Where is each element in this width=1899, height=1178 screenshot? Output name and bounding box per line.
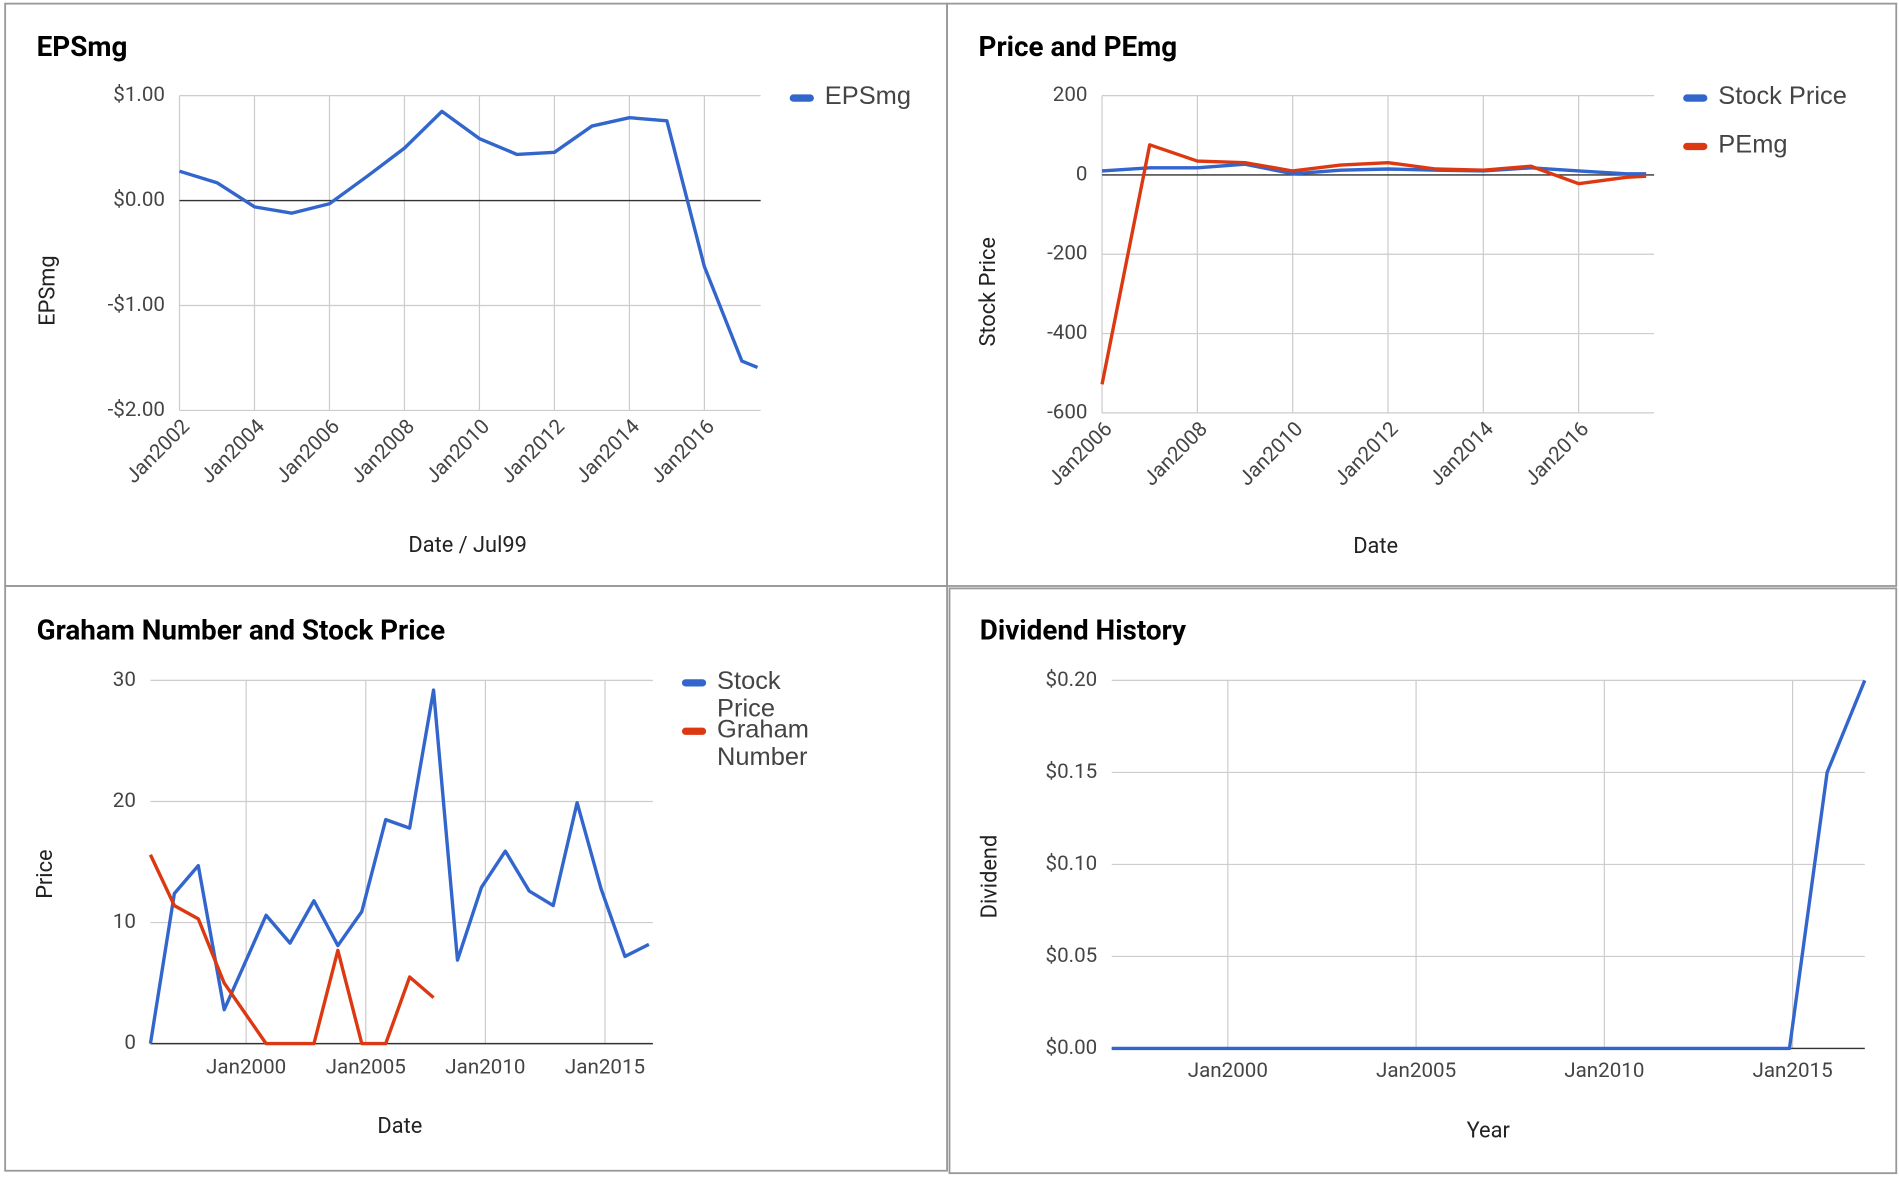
y-tick-label: $0.10 (1046, 852, 1098, 876)
legend-item: Graham Number (717, 715, 809, 772)
y-tick-label: 10 (113, 910, 136, 934)
legend-label: PEmg (1718, 130, 1788, 159)
series-line (148, 688, 650, 1044)
y-tick-label: -400 (1047, 321, 1087, 345)
series-line (148, 854, 435, 1046)
chart-title: EPSmg (37, 30, 128, 63)
x-axis-title: Year (1467, 1119, 1511, 1144)
x-tick-label: Jan2010 (1564, 1059, 1644, 1083)
x-tick-label: Jan2010 (445, 1055, 525, 1079)
series-line (1111, 679, 1867, 1051)
legend-label: Stock Price (717, 667, 781, 723)
y-axis-title: EPSmg (35, 255, 60, 325)
panel (946, 2, 1898, 587)
series-line (179, 109, 759, 369)
y-tick-label: $0.00 (113, 188, 165, 212)
y-tick-label: 200 (1053, 83, 1088, 107)
y-axis-title: Price (33, 849, 58, 898)
y-tick-label: $1.00 (113, 83, 165, 107)
legend-item: PEmg (1718, 130, 1788, 159)
y-tick-label: $0.00 (1046, 1036, 1098, 1060)
y-tick-label: 30 (113, 668, 136, 692)
chart-title: Dividend History (980, 613, 1186, 646)
y-axis-title: Stock Price (976, 237, 1001, 346)
y-tick-label: -$1.00 (108, 293, 165, 317)
x-axis-title: Date (377, 1114, 422, 1139)
y-tick-label: -$2.00 (108, 398, 165, 422)
y-tick-label: 20 (113, 789, 136, 813)
panel (4, 585, 948, 1172)
chart-title: Graham Number and Stock Price (37, 613, 445, 646)
legend-label: Graham Number (717, 715, 809, 772)
legend-label: Stock Price (1718, 82, 1847, 111)
x-axis-title: Date (1353, 534, 1398, 559)
y-tick-label: -600 (1047, 400, 1087, 424)
x-tick-label: Jan2000 (206, 1055, 286, 1079)
panel (948, 587, 1898, 1175)
legend-label: EPSmg (824, 82, 912, 111)
x-tick-label: Jan2005 (326, 1055, 406, 1079)
x-axis-title: Date / Jul99 (408, 533, 526, 558)
chart-title: Price and PEmg (979, 30, 1178, 63)
x-tick-label: Jan2015 (565, 1055, 645, 1079)
legend-item: Stock Price (717, 667, 781, 723)
y-tick-label: 0 (1076, 162, 1088, 186)
y-axis-title: Dividend (977, 835, 1002, 919)
y-tick-label: $0.15 (1046, 760, 1098, 784)
y-tick-label: -200 (1047, 242, 1087, 266)
series-line (1101, 162, 1647, 176)
series-line (1100, 143, 1647, 385)
x-tick-label: Jan2015 (1753, 1059, 1833, 1083)
legend-item: Stock Price (1718, 82, 1847, 111)
y-tick-label: $0.20 (1046, 668, 1098, 692)
y-tick-label: 0 (124, 1031, 136, 1055)
x-tick-label: Jan2005 (1376, 1059, 1456, 1083)
y-tick-label: $0.05 (1046, 944, 1098, 968)
x-tick-label: Jan2000 (1188, 1059, 1268, 1083)
legend-item: EPSmg (824, 82, 912, 111)
